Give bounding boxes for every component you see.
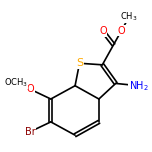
Text: CH$_3$: CH$_3$	[120, 11, 138, 23]
Text: Br: Br	[25, 127, 36, 137]
Text: O: O	[26, 84, 34, 94]
Text: OCH$_3$: OCH$_3$	[4, 76, 28, 89]
Text: O: O	[99, 26, 107, 36]
Text: NH$_2$: NH$_2$	[129, 79, 148, 93]
Text: O: O	[117, 26, 125, 36]
Text: S: S	[76, 58, 83, 68]
